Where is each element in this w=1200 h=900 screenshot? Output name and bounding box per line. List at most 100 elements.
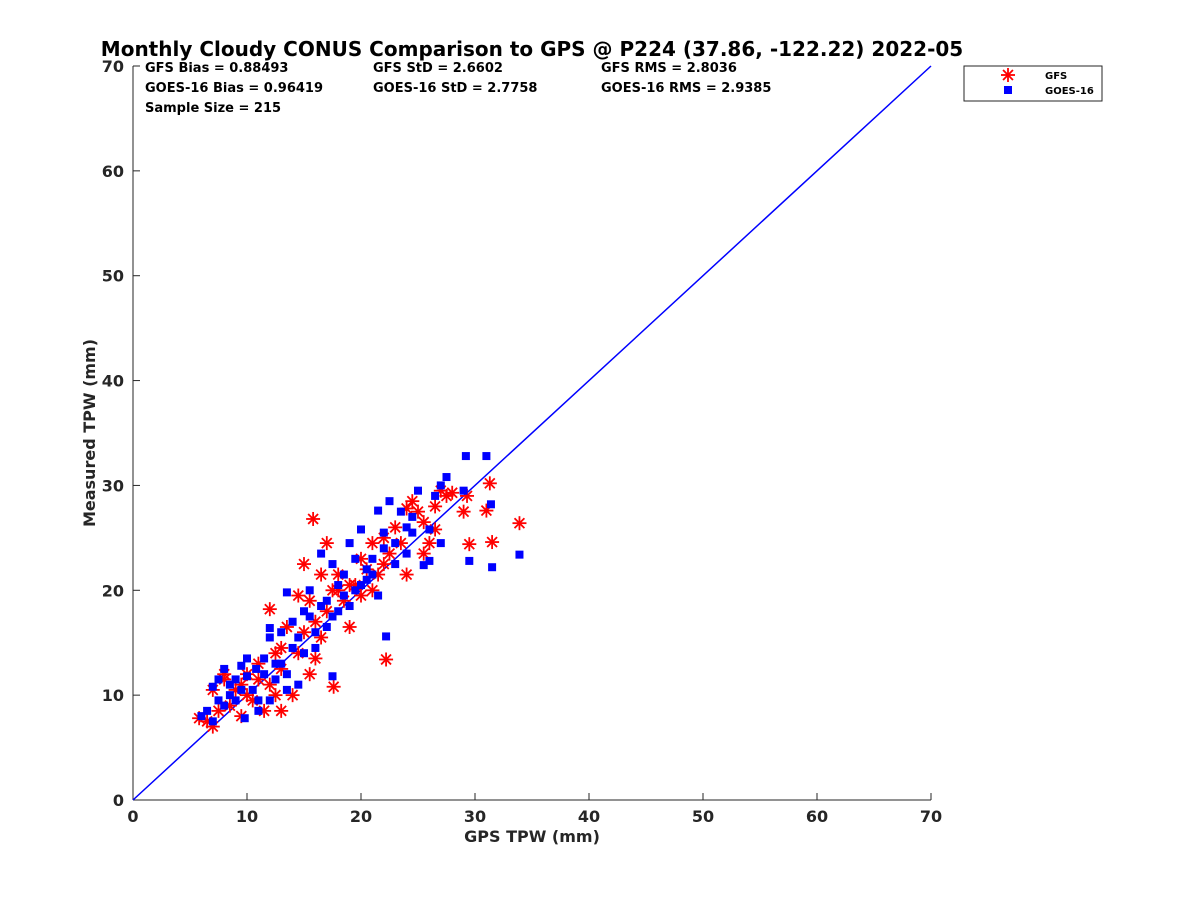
goes-16-point (425, 525, 434, 534)
goes-16-point (214, 675, 223, 684)
gfs-point (379, 652, 394, 667)
gfs-point (365, 536, 380, 551)
goes-16-point (339, 591, 348, 600)
x-ticks: 0 10 20 30 40 50 60 70 (127, 793, 942, 826)
goes-16-point (328, 672, 337, 681)
stat-gfs-std: GFS StD = 2.6602 (373, 61, 503, 76)
gfs-point (428, 499, 443, 514)
goes-16-point (385, 497, 394, 506)
gfs-point (319, 604, 334, 619)
goes-16-point (305, 586, 314, 595)
gfs-point (462, 537, 477, 552)
gfs-point (422, 536, 437, 551)
gfs-point (445, 485, 460, 500)
gfs-point (302, 667, 317, 682)
goes-16-point (231, 675, 240, 684)
goes-16-point (515, 550, 524, 559)
x-tick-label: 10 (236, 807, 258, 826)
stat-gfs-rms: GFS RMS = 2.8036 (601, 61, 737, 76)
goes-16-point (328, 560, 337, 569)
goes-16-point (459, 486, 468, 495)
goes-16-point (237, 685, 246, 694)
y-tick-label: 0 (113, 791, 124, 810)
goes-16-point (254, 706, 263, 715)
goes-16-point (322, 596, 331, 605)
gfs-point (326, 679, 341, 694)
goes-16-point (357, 525, 365, 534)
goes-16-point (391, 539, 400, 548)
x-tick-label: 50 (692, 807, 714, 826)
gfs-point (376, 557, 391, 572)
gfs-point (439, 488, 454, 503)
legend: GFS GOES-16 (963, 65, 1103, 102)
goes-16-point (396, 507, 405, 516)
goes-16-point (408, 512, 417, 521)
goes-16-point (282, 685, 291, 694)
goes-16-point (368, 554, 377, 563)
goes-16-point (252, 664, 261, 673)
goes-16-point (277, 628, 286, 637)
legend-gfs-label: GFS (1045, 71, 1067, 82)
goes-16-point (282, 588, 291, 597)
goes-16-point (465, 556, 474, 565)
goes-16-point (317, 549, 326, 558)
gfs-point (405, 494, 420, 509)
goes-16-point (237, 661, 246, 670)
y-ticks: 0 10 20 30 40 50 60 70 (102, 57, 140, 810)
goes-16-point (277, 659, 286, 668)
goes-16-point (294, 680, 303, 689)
y-tick-label: 10 (102, 686, 124, 705)
goes-16-point (362, 575, 371, 584)
goes-16-point (225, 680, 234, 689)
legend-goes-16-label: GOES-16 (1045, 86, 1094, 97)
goes-16-point (225, 691, 234, 700)
goes-16-point (260, 670, 269, 679)
goes-16-point (240, 714, 249, 723)
goes-16-point (431, 491, 440, 500)
y-tick-label: 60 (102, 162, 124, 181)
goes-16-point (368, 570, 377, 579)
stat-sample-size: Sample Size = 215 (145, 101, 281, 116)
goes-16-point (243, 672, 251, 681)
goes-16-point (203, 706, 212, 715)
goes-16-point (425, 556, 434, 565)
goes-16-point (402, 549, 411, 558)
x-tick-label: 70 (920, 807, 942, 826)
goes-16-point (488, 563, 497, 572)
x-tick-label: 40 (578, 807, 600, 826)
goes-16-point (288, 617, 297, 626)
gfs-point (262, 677, 277, 692)
goes-16-point (414, 486, 422, 495)
gfs-point (482, 476, 497, 491)
goes-16-point (288, 643, 297, 652)
gfs-point (297, 557, 311, 572)
legend-box (963, 65, 1103, 102)
gfs-point (308, 651, 323, 666)
goes-16-point (436, 539, 445, 548)
goes-16-point (345, 539, 354, 548)
legend-gfs-asterisk (1001, 68, 1015, 82)
gfs-point (388, 520, 403, 535)
goes-16-point (265, 696, 274, 705)
goes-16-point (231, 696, 240, 705)
goes-16-point (197, 712, 206, 721)
goes-16-point (442, 473, 451, 482)
goes-16-point (220, 701, 229, 710)
y-tick-label: 50 (102, 267, 124, 286)
goes-16-point (461, 452, 470, 461)
goes-16-point (334, 607, 343, 616)
goes-16-point (294, 633, 303, 642)
gfs-point (342, 619, 357, 634)
goes-16-point (208, 717, 217, 726)
gfs-point (319, 536, 334, 551)
gfs-point (274, 703, 289, 718)
goes-16-point (351, 586, 360, 595)
goes-16-point (374, 506, 383, 515)
gfs-point (302, 593, 317, 608)
goes-16-point (391, 560, 400, 569)
x-tick-label: 0 (127, 807, 138, 826)
goes-16-point (214, 696, 223, 705)
gfs-point (485, 535, 500, 550)
goes-16-point (322, 622, 331, 631)
